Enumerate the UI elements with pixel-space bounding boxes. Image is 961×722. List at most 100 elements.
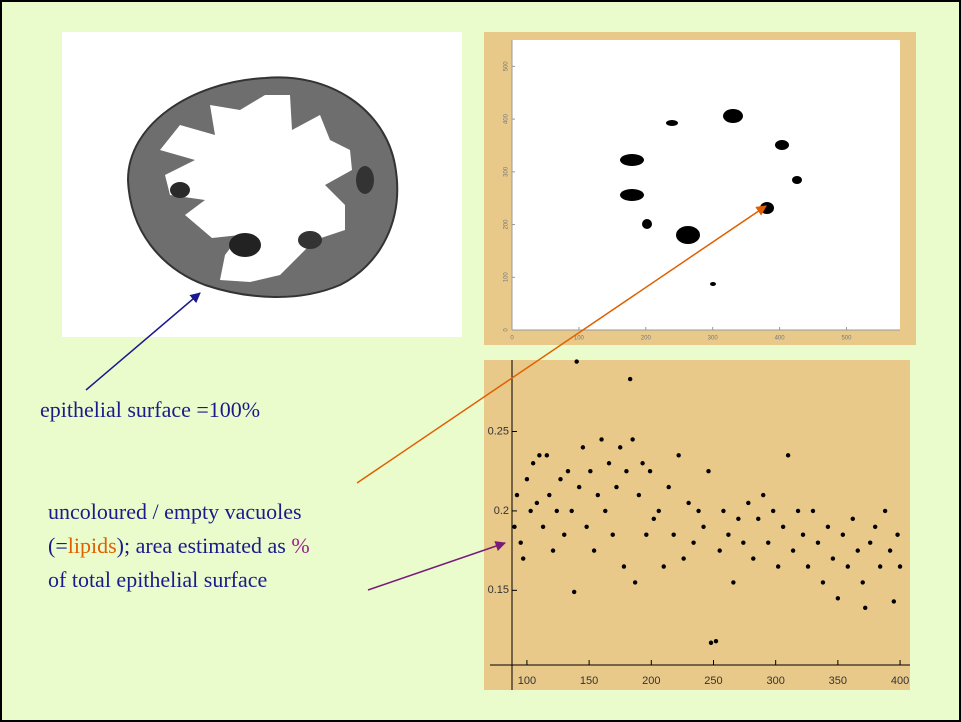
point <box>618 445 622 449</box>
caption-part: (= <box>48 533 68 558</box>
point <box>706 469 710 473</box>
point <box>633 580 637 584</box>
point <box>676 453 680 457</box>
point <box>878 564 882 568</box>
point <box>572 590 576 594</box>
caption-highlight: % <box>291 533 309 558</box>
image-x-tick-label: 500 <box>841 336 852 342</box>
caption-part: ); area estimated as <box>117 533 292 558</box>
point <box>584 525 588 529</box>
image-y-tick-label: 100 <box>504 272 510 283</box>
x-tick-label: 350 <box>829 675 847 687</box>
point <box>796 509 800 513</box>
point <box>570 509 574 513</box>
point <box>836 596 840 600</box>
right-caption-line3: of total epithelial surface <box>48 567 267 592</box>
point <box>771 509 775 513</box>
point <box>521 556 525 560</box>
point <box>718 548 722 552</box>
point <box>528 509 532 513</box>
point <box>826 525 830 529</box>
point <box>547 493 551 497</box>
point <box>519 540 523 544</box>
image-y-tick-label: 500 <box>504 61 510 72</box>
point <box>596 493 600 497</box>
point <box>577 485 581 489</box>
point <box>574 359 578 363</box>
point <box>671 533 675 537</box>
point <box>562 533 566 537</box>
caption-highlight: lipids <box>68 533 117 558</box>
image-x-tick-label: 100 <box>574 336 585 342</box>
point <box>714 639 718 643</box>
point <box>630 437 634 441</box>
scatter-panel <box>484 360 910 690</box>
point <box>696 509 700 513</box>
x-tick-label: 200 <box>642 675 660 687</box>
image-y-tick-label: 300 <box>504 166 510 177</box>
point <box>888 548 892 552</box>
point <box>592 548 596 552</box>
point <box>652 517 656 521</box>
point <box>640 461 644 465</box>
point <box>851 517 855 521</box>
point <box>781 525 785 529</box>
point <box>761 493 765 497</box>
point <box>644 533 648 537</box>
point <box>512 525 516 529</box>
point <box>863 606 867 610</box>
point <box>581 445 585 449</box>
point <box>535 501 539 505</box>
point <box>791 548 795 552</box>
point <box>545 453 549 457</box>
point <box>821 580 825 584</box>
point <box>786 453 790 457</box>
point <box>801 533 805 537</box>
point <box>751 556 755 560</box>
y-tick-label: 0.15 <box>488 584 509 596</box>
point <box>648 469 652 473</box>
point <box>667 485 671 489</box>
x-tick-label: 400 <box>891 675 909 687</box>
point <box>898 564 902 568</box>
point <box>895 533 899 537</box>
point <box>726 533 730 537</box>
left-caption: epithelial surface =100% <box>40 397 260 422</box>
point <box>856 548 860 552</box>
section-image <box>62 32 462 337</box>
point <box>525 477 529 481</box>
right-caption-line1: uncoloured / empty vacuoles <box>48 499 302 524</box>
point <box>599 437 603 441</box>
point <box>731 580 735 584</box>
point <box>846 564 850 568</box>
point <box>873 525 877 529</box>
point <box>611 533 615 537</box>
point <box>721 509 725 513</box>
slide: epithelial surface =100% uncoloured / em… <box>0 0 961 722</box>
point <box>736 517 740 521</box>
point <box>861 580 865 584</box>
point <box>624 469 628 473</box>
binary-image <box>484 32 916 345</box>
point <box>588 469 592 473</box>
point <box>756 517 760 521</box>
image-y-tick-label: 400 <box>504 113 510 124</box>
point <box>531 461 535 465</box>
y-tick-label: 0.2 <box>494 505 509 517</box>
y-tick-label: 0.25 <box>488 425 509 437</box>
image-x-tick-label: 300 <box>708 336 719 342</box>
point <box>603 509 607 513</box>
point <box>709 641 713 645</box>
point <box>637 493 641 497</box>
image-y-tick-label: 200 <box>504 219 510 230</box>
point <box>515 493 519 497</box>
point <box>537 453 541 457</box>
point <box>628 377 632 381</box>
point <box>746 501 750 505</box>
point <box>607 461 611 465</box>
x-tick-label: 150 <box>580 675 598 687</box>
point <box>657 509 661 513</box>
point <box>555 509 559 513</box>
point <box>806 564 810 568</box>
image-x-tick-label: 200 <box>641 336 652 342</box>
